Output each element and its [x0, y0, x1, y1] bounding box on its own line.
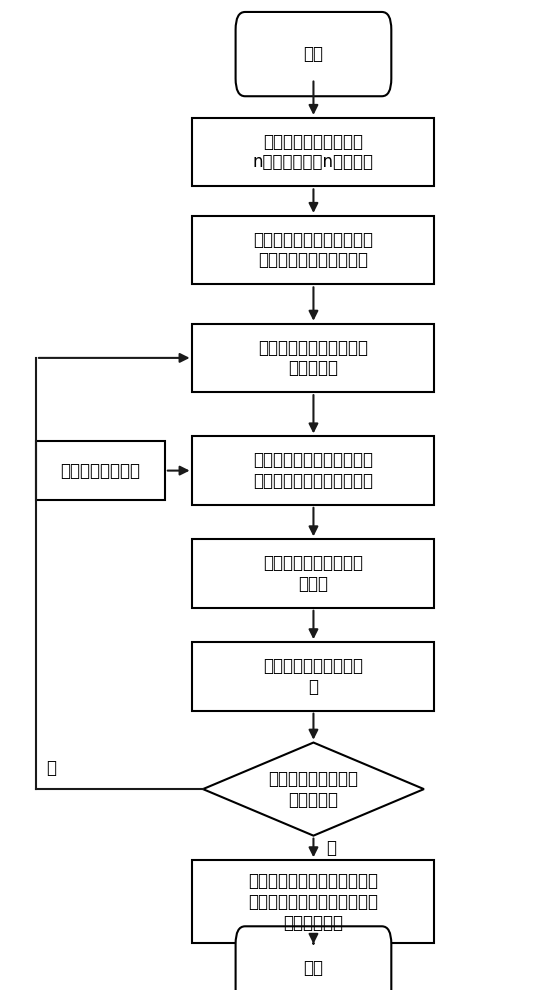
- Bar: [192, 436, 435, 505]
- Bar: [192, 118, 435, 186]
- FancyBboxPatch shape: [236, 12, 391, 96]
- Text: 原系统联络线功率: 原系统联络线功率: [60, 462, 140, 480]
- Bar: [192, 539, 435, 608]
- Text: 各线程提交最优解给主线程，
并停止工作，获得所有等值模
型参数最优解: 各线程提交最优解给主线程， 并停止工作，获得所有等值模 型参数最优解: [248, 872, 379, 932]
- Text: 对比等效模型是否达
到预设代数: 对比等效模型是否达 到预设代数: [269, 770, 358, 808]
- Bar: [192, 216, 435, 284]
- Bar: [36, 441, 165, 500]
- Text: 开始: 开始: [304, 45, 323, 63]
- Text: 根据等值发电机总台数
n，主线程分配n个子线程: 根据等值发电机总台数 n，主线程分配n个子线程: [253, 133, 374, 172]
- Bar: [192, 860, 435, 943]
- Text: 子线程分别计算粒子移
动速度: 子线程分别计算粒子移 动速度: [264, 554, 363, 593]
- Polygon shape: [203, 743, 424, 836]
- Text: 是: 是: [327, 839, 336, 857]
- Bar: [192, 642, 435, 711]
- Text: 根据龙格库塔计算等值模
型输出功率: 根据龙格库塔计算等值模 型输出功率: [259, 338, 368, 377]
- Text: 子线程启动，分别初始化等
值发电机和等值负荷参数: 子线程启动，分别初始化等 值发电机和等值负荷参数: [254, 231, 373, 269]
- Text: 根据实测功率与等值模型输
出功率，计算目标函数的值: 根据实测功率与等值模型输 出功率，计算目标函数的值: [254, 451, 373, 490]
- Bar: [192, 324, 435, 392]
- Text: 结束: 结束: [304, 959, 323, 977]
- FancyBboxPatch shape: [236, 926, 391, 1000]
- Text: 子线程分别更新粒子位
置: 子线程分别更新粒子位 置: [264, 657, 363, 696]
- Text: 否: 否: [47, 759, 56, 777]
